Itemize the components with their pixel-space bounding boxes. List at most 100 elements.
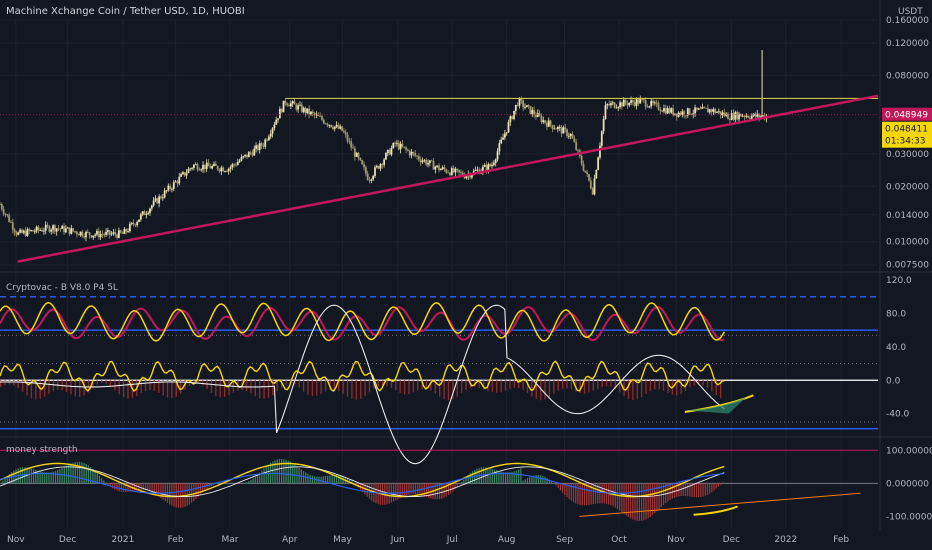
candle-body [77,234,80,236]
ms-bar [408,483,410,495]
candle-body [642,99,645,101]
candle-body [96,230,98,235]
ms-bar [636,483,638,521]
histogram-bar [452,380,454,400]
time-tick-label: Jun [390,535,405,545]
ms-bar [68,464,70,484]
candle-body [145,213,148,215]
ms-bar [590,483,592,505]
ms-bar [39,471,41,484]
ms-bar [37,470,39,484]
candle-body [436,165,439,167]
candle-body [136,221,139,226]
histogram-bar [662,380,665,391]
candle-body [597,157,600,170]
candle-body [139,214,142,220]
candle-body [730,113,733,120]
ms-bar [289,461,292,484]
ms-bar [603,483,605,504]
candle-body [584,170,587,173]
histogram-bar [526,380,529,394]
last-price-badge [882,107,932,121]
oscillator-pane[interactable] [0,296,878,465]
candle-body [50,229,53,232]
candle-body [41,230,43,232]
ms-divergence-line [579,492,861,517]
candle-body [171,188,173,190]
histogram-bar [149,380,151,391]
price-tick-label: 0.020000 [886,182,929,192]
ms-bar [507,472,509,484]
candle-body [350,141,353,148]
upper-wave-yellow [0,301,725,342]
candle-body [150,205,153,209]
ms-bar [83,462,85,484]
candle-body [194,164,197,166]
candle-body [352,147,354,149]
candle-body [253,148,256,156]
candle-body [322,119,325,124]
candle-body [600,131,603,146]
histogram-bar [509,380,511,389]
candle-body [26,229,29,236]
candle-body [220,167,223,172]
ms-bar [89,467,92,484]
price-tick-label: 0.080000 [886,71,929,81]
ms-bar [114,483,116,490]
ms-bar [645,483,647,520]
candle-body [606,104,609,106]
histogram-bar [557,380,559,391]
candle-body [297,105,300,110]
money-strength-pane[interactable] [0,449,878,522]
ms-bar [397,483,399,500]
candle-body [363,164,365,168]
candle-body [348,141,351,143]
ms-bar [250,479,252,484]
histogram-bar [421,380,423,390]
candle-body [714,109,717,113]
candle-body [664,108,667,114]
candle-body [602,118,605,132]
ms-bar [526,478,529,484]
ms-bar [287,460,289,484]
candle-body [53,225,56,232]
histogram-bar [201,380,204,386]
ms-bar [557,483,559,488]
candle-body [156,198,159,204]
candle-body [260,143,263,146]
indicator1-title: Cryptovac - B V8.0 P4 5L [6,283,118,293]
price-pane[interactable] [0,49,879,263]
ms-bar [28,467,30,484]
histogram-bar [140,380,142,394]
candle-body [580,156,583,164]
time-tick-label: Jul [446,535,458,545]
candle-body [92,235,95,238]
histogram-bar [21,380,24,392]
candle-body [182,172,184,175]
histogram-bar [544,380,546,400]
histogram-bar [162,380,164,396]
ms-bar [237,483,239,484]
candle-body [112,232,115,234]
candle-body [310,111,312,115]
candle-body [705,107,707,109]
candle-body [549,120,552,125]
ms-bar [634,483,636,521]
candle-body [622,99,625,107]
ms-bar [118,483,120,492]
histogram-bar [122,380,125,398]
candle-body [183,172,186,176]
candle-body [514,104,517,111]
ms-bar [94,471,96,484]
ms-bar [414,483,417,495]
candle-body [538,113,541,116]
candle-body [246,154,248,158]
candle-body [465,175,468,179]
candle-body [516,104,519,106]
candle-body [428,160,431,164]
oscillator-tick-label: -40.0 [886,410,910,420]
ms-bar [546,477,548,484]
ms-bar [550,481,553,484]
candle-body [313,113,316,116]
